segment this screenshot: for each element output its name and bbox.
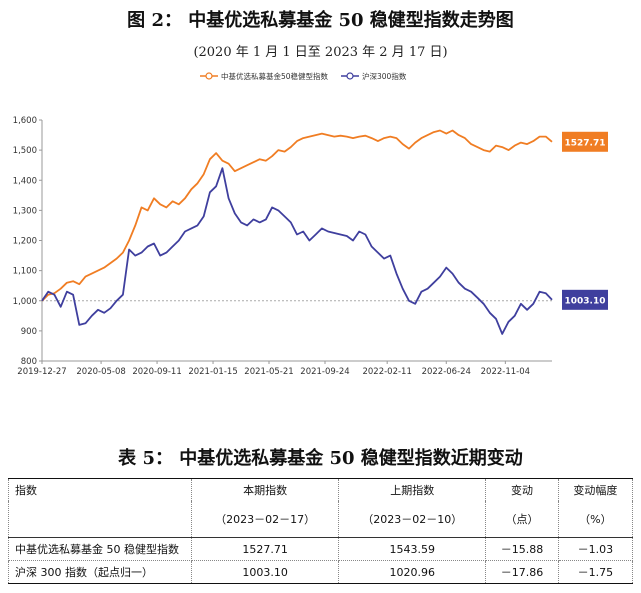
legend-marker-fund (205, 72, 213, 80)
x-tick-label: 2022-02-11 (362, 367, 411, 377)
line-chart: 中基优选私募基金50稳健型指数 沪深300指数 800 900 1,000 1,100 1… (13, 71, 608, 377)
y-tick-label: 1,600 (13, 116, 37, 126)
chart-axes: 800 900 1,000 1,100 1,200 1,300 1,400 1,500 1,60… (13, 116, 552, 377)
cell-previous: 1543.59 (338, 537, 487, 561)
y-tick-label: 900 (21, 327, 37, 337)
cell-current: 1003.10 (190, 560, 340, 584)
y-tick-label: 1,100 (13, 267, 37, 277)
end-label-csi300: 1003.10 (565, 296, 606, 306)
subheader-change-unit: （点） (485, 501, 559, 538)
cell-change-pct: －1.03 (557, 537, 634, 561)
end-label-box-fund (562, 131, 608, 152)
header-index: 指数 (8, 478, 192, 501)
x-tick-label: 2021-09-24 (300, 367, 349, 377)
table-header-row: 指数 本期指数 上期指数 变动 变动幅度 (8, 478, 634, 501)
chart-legend: 中基优选私募基金50稳健型指数 沪深300指数 (200, 71, 407, 81)
x-tick-label: 2022-06-24 (422, 367, 471, 377)
table-subheader-row: （2023－02－17） （2023－02－10） （点） （%） (8, 501, 634, 538)
y-tick-label: 1,300 (13, 206, 37, 216)
table-row: 中基优选私募基金 50 稳健型指数 1527.71 1543.59 －15.88… (8, 537, 634, 561)
subheader-pct-unit: （%） (557, 501, 634, 538)
figure-title: 图 2： 中基优选私募基金 50 稳健型指数走势图 (127, 10, 514, 31)
end-label-box-csi300 (562, 289, 608, 310)
cell-change: －17.86 (485, 560, 559, 584)
cell-previous: 1020.96 (338, 560, 487, 584)
header-change: 变动 (485, 478, 559, 501)
cell-change: －15.88 (485, 537, 559, 561)
y-tick-label: 1,200 (13, 237, 37, 247)
y-tick-label: 800 (21, 357, 37, 367)
x-tick-label: 2021-01-15 (188, 367, 237, 377)
x-tick-label: 2020-05-08 (76, 367, 125, 377)
legend-label-fund: 中基优选私募基金50稳健型指数 (221, 71, 329, 81)
x-tick-label: 2020-09-11 (132, 367, 181, 377)
legend-label-csi300: 沪深300指数 (362, 71, 407, 81)
subheader-previous-date: （2023－02－10） (338, 501, 487, 538)
legend-marker-csi300 (346, 72, 354, 80)
cell-change-pct: －1.75 (557, 560, 634, 584)
y-tick-label: 1,000 (13, 297, 37, 307)
header-previous: 上期指数 (338, 478, 487, 501)
cell-current: 1527.71 (190, 537, 340, 561)
y-tick-label: 1,400 (13, 176, 37, 186)
cell-index-name: 沪深 300 指数（起点归一） (8, 560, 192, 584)
x-tick-label: 2019-12-27 (17, 367, 66, 377)
series-line-fund-index (41, 129, 553, 302)
y-tick-label: 1,500 (13, 146, 37, 156)
subheader-index (8, 501, 192, 538)
index-change-table: 指数 本期指数 上期指数 变动 变动幅度 （2023－02－17） （2023－… (8, 478, 634, 584)
table-row: 沪深 300 指数（起点归一） 1003.10 1020.96 －17.86 －… (8, 560, 634, 584)
header-current: 本期指数 (190, 478, 340, 501)
chart-lines (41, 129, 553, 335)
end-label-fund: 1527.71 (565, 138, 606, 148)
subheader-current-date: （2023－02－17） (190, 501, 340, 538)
series-line-csi300 (41, 167, 553, 335)
figure-subtitle: (2020 年 1 月 1 日至 2023 年 2 月 17 日) (193, 45, 448, 60)
end-labels: 1527.71 1003.10 (562, 131, 608, 310)
table-title: 表 5： 中基优选私募基金 50 稳健型指数近期变动 (118, 448, 523, 469)
cell-index-name: 中基优选私募基金 50 稳健型指数 (8, 537, 192, 561)
x-tick-label: 2021-05-21 (244, 367, 293, 377)
header-change-pct: 变动幅度 (557, 478, 634, 501)
x-tick-label: 2022-11-04 (481, 367, 530, 377)
